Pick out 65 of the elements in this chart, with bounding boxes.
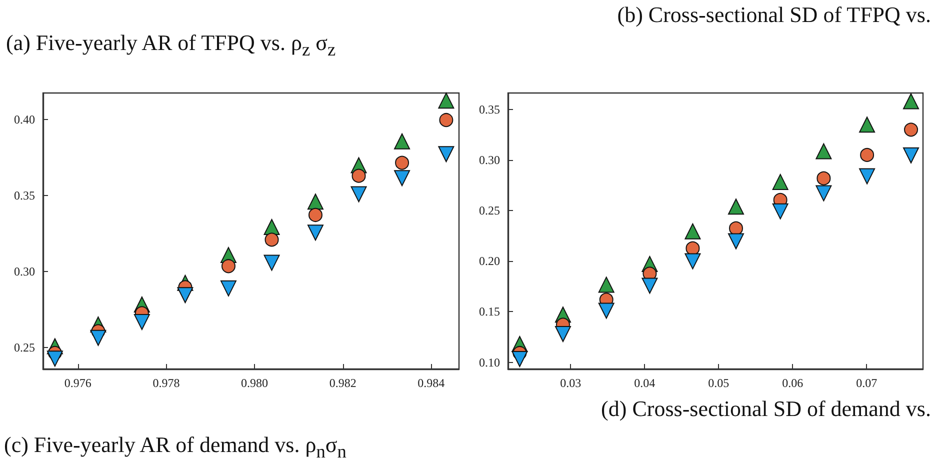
point [816, 171, 831, 186]
point [307, 194, 324, 210]
point [394, 170, 410, 186]
point [860, 148, 874, 162]
y-tick-label: 0.15 [479, 304, 500, 319]
point [352, 168, 366, 183]
point [729, 221, 743, 236]
point [307, 224, 324, 241]
y-tick-label: 0.35 [14, 188, 35, 203]
x-tick-label: 0.07 [856, 376, 878, 390]
point [221, 259, 236, 274]
point [903, 93, 920, 110]
point [728, 233, 744, 250]
point [859, 116, 876, 133]
point [554, 326, 571, 342]
x-tick-label: 0.03 [560, 376, 582, 390]
point [264, 232, 279, 247]
point [684, 253, 701, 270]
y-tick-label: 0.40 [14, 112, 35, 127]
point [220, 280, 236, 296]
x-tick-label: 0.04 [634, 376, 656, 390]
point [395, 156, 410, 170]
y-tick-label: 0.25 [479, 204, 500, 218]
point [686, 241, 700, 256]
y-tick-label: 0.20 [479, 254, 500, 268]
point [772, 203, 788, 220]
point [394, 133, 410, 150]
point [728, 198, 744, 215]
point [772, 174, 788, 190]
point [46, 350, 63, 367]
point [904, 122, 918, 137]
point [598, 276, 614, 293]
y-tick-label: 0.30 [14, 264, 35, 278]
point [350, 186, 367, 202]
x-tick-label: 0.982 [329, 376, 356, 390]
y-tick-label: 0.10 [479, 355, 500, 370]
point [438, 92, 454, 109]
x-tick-label: 0.976 [64, 376, 92, 390]
point [134, 314, 150, 330]
point [439, 113, 454, 128]
point [642, 278, 658, 294]
point [264, 254, 280, 271]
x-tick-label: 0.984 [418, 376, 445, 390]
x-tick-label: 0.978 [152, 376, 180, 390]
chart-title: (a) Five-yearly AR of TFPQ vs. ρ$_{z}$ σ$_{z}$ [6, 30, 336, 60]
y-tick-label: 0.35 [479, 102, 500, 116]
y-tick-label: 0.25 [14, 340, 35, 354]
point [90, 330, 106, 346]
point [512, 350, 528, 367]
x-tick-label: 0.06 [782, 376, 804, 390]
text: (c) Five-yearly AR of demand vs. ρ$_{n}$σ$_{n}$ [4, 432, 346, 462]
text: (d) Cross-sectional SD of demand vs. [601, 396, 931, 422]
point [438, 146, 454, 162]
point [859, 168, 876, 184]
point [816, 185, 832, 202]
point [903, 147, 920, 164]
y-tick-label: 0.30 [479, 152, 500, 167]
point [177, 287, 194, 304]
point [816, 143, 832, 160]
point [308, 208, 322, 222]
x-tick-label: 0.05 [708, 376, 730, 390]
x-tick-label: 0.980 [241, 376, 268, 390]
point [598, 302, 614, 319]
chart-title: (b) Cross-sectional SD of TFPQ vs. [617, 2, 931, 28]
point [684, 223, 701, 240]
